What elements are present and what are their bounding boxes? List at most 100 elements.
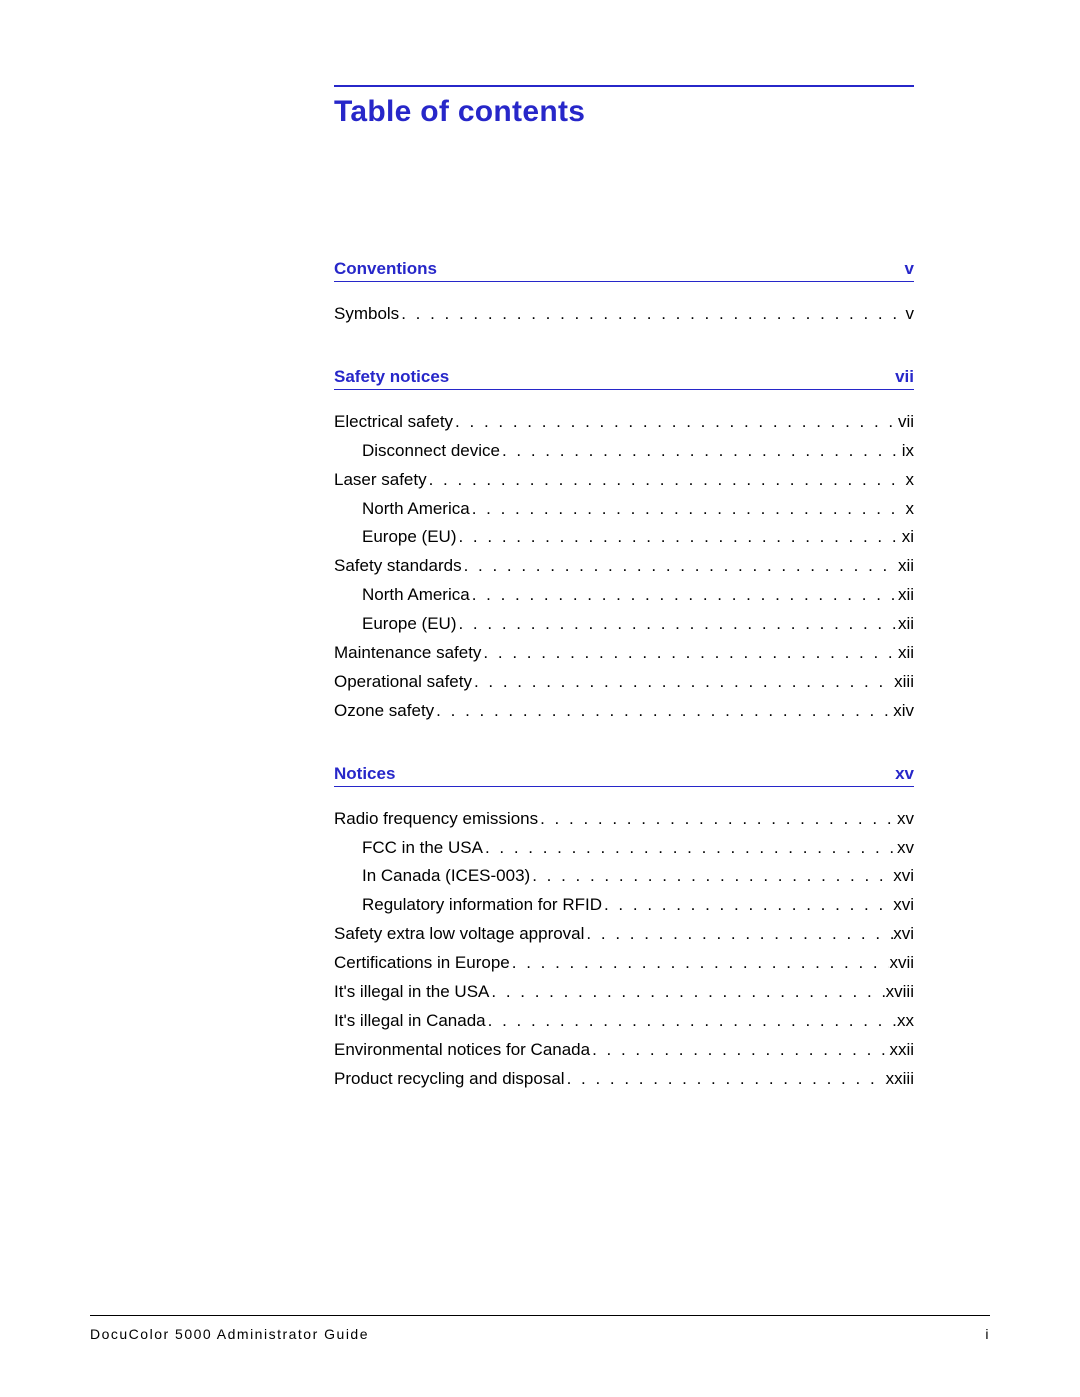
- toc-leader-dots: [602, 891, 893, 920]
- toc-entry-page: xxiii: [886, 1065, 914, 1094]
- toc-entry[interactable]: Certifications in Europe xvii: [334, 949, 914, 978]
- toc-entry-page: xii: [898, 552, 914, 581]
- toc-entry-page: x: [906, 495, 915, 524]
- toc-leader-dots: [590, 1036, 889, 1065]
- toc-leader-dots: [530, 862, 893, 891]
- toc-entry-page: xxii: [889, 1036, 914, 1065]
- toc-entry-page: xii: [898, 581, 914, 610]
- toc-entry-label: In Canada (ICES-003): [362, 862, 530, 891]
- toc-leader-dots: [470, 495, 906, 524]
- toc-entry[interactable]: Europe (EU)xi: [334, 523, 914, 552]
- toc-section-header[interactable]: Safety noticesvii: [334, 367, 914, 390]
- toc-leader-dots: [456, 523, 901, 552]
- toc-entry-label: Laser safety: [334, 466, 427, 495]
- toc-entry[interactable]: North America x: [334, 495, 914, 524]
- page-footer: DocuColor 5000 Administrator Guide i: [90, 1315, 990, 1342]
- toc-sections: ConventionsvSymbolsvSafety noticesviiEle…: [334, 259, 914, 1094]
- toc-entry[interactable]: Europe (EU) xii: [334, 610, 914, 639]
- title-rule: [334, 85, 914, 87]
- toc-entry[interactable]: Safety extra low voltage approval xvi: [334, 920, 914, 949]
- footer-row: DocuColor 5000 Administrator Guide i: [90, 1326, 990, 1342]
- toc-leader-dots: [500, 437, 902, 466]
- toc-entry-page: xv: [897, 834, 914, 863]
- toc-entry-page: xviii: [886, 978, 914, 1007]
- toc-section-page: vii: [895, 367, 914, 387]
- toc-entry-label: Safety extra low voltage approval: [334, 920, 584, 949]
- toc-entry-page: ix: [902, 437, 914, 466]
- toc-entry[interactable]: Radio frequency emissions xv: [334, 805, 914, 834]
- toc-entry[interactable]: Ozone safety xiv: [334, 697, 914, 726]
- toc-entry-label: Radio frequency emissions: [334, 805, 538, 834]
- toc-entry[interactable]: North Americaxii: [334, 581, 914, 610]
- toc-entry-page: xvi: [893, 920, 914, 949]
- toc-section-header[interactable]: Conventionsv: [334, 259, 914, 282]
- toc-leader-dots: [456, 610, 897, 639]
- footer-rule: [90, 1315, 990, 1316]
- toc-entry-page: xv: [897, 805, 914, 834]
- toc-entry-page: xvii: [889, 949, 914, 978]
- toc-entry-label: Electrical safety: [334, 408, 453, 437]
- toc-entry-page: xiii: [894, 668, 914, 697]
- toc-section-header[interactable]: Notices xv: [334, 764, 914, 787]
- toc-entry[interactable]: Maintenance safety xii: [334, 639, 914, 668]
- toc-entry[interactable]: Laser safety x: [334, 466, 914, 495]
- toc-leader-dots: [470, 581, 898, 610]
- toc-entry[interactable]: In Canada (ICES-003) xvi: [334, 862, 914, 891]
- toc-entry-page: vii: [898, 408, 914, 437]
- toc-entry-label: Europe (EU): [362, 610, 456, 639]
- toc-leader-dots: [538, 805, 897, 834]
- toc-leader-dots: [472, 668, 894, 697]
- toc-entry-label: Maintenance safety: [334, 639, 481, 668]
- toc-leader-dots: [481, 639, 898, 668]
- footer-left: DocuColor 5000 Administrator Guide: [90, 1326, 369, 1342]
- toc-entry[interactable]: Electrical safety vii: [334, 408, 914, 437]
- toc-section: Safety noticesviiElectrical safetyviiDis…: [334, 367, 914, 726]
- toc-leader-dots: [489, 978, 885, 1007]
- toc-entry-label: Regulatory information for RFID: [362, 891, 602, 920]
- toc-entry-page: xi: [902, 523, 914, 552]
- toc-section-title: Notices: [334, 764, 395, 784]
- toc-entry[interactable]: Environmental notices for Canada xxii: [334, 1036, 914, 1065]
- toc-entry-label: Product recycling and disposal: [334, 1065, 565, 1094]
- toc-entry[interactable]: Symbolsv: [334, 300, 914, 329]
- toc-entry-label: Safety standards: [334, 552, 462, 581]
- toc-entry-label: It's illegal in the USA: [334, 978, 489, 1007]
- toc-entry-page: xii: [898, 639, 914, 668]
- toc-section-page: xv: [895, 764, 914, 784]
- toc-entry-page: xii: [898, 610, 914, 639]
- toc-section-title: Conventions: [334, 259, 437, 279]
- toc-leader-dots: [483, 834, 897, 863]
- toc-entry-label: Environmental notices for Canada: [334, 1036, 590, 1065]
- page: Table of contents ConventionsvSymbolsvSa…: [0, 0, 1080, 1397]
- toc-entry[interactable]: Safety standards xii: [334, 552, 914, 581]
- toc-entry-label: Certifications in Europe: [334, 949, 510, 978]
- toc-leader-dots: [434, 697, 893, 726]
- toc-entry[interactable]: Operational safety xiii: [334, 668, 914, 697]
- toc-leader-dots: [584, 920, 893, 949]
- toc-entry-label: Disconnect device: [362, 437, 500, 466]
- toc-entry[interactable]: Product recycling and disposal xxiii: [334, 1065, 914, 1094]
- toc-entry-page: x: [906, 466, 915, 495]
- toc-leader-dots: [510, 949, 890, 978]
- toc-entry[interactable]: Regulatory information for RFIDxvi: [334, 891, 914, 920]
- toc-entry-page: v: [906, 300, 915, 329]
- toc-entry-page: xiv: [893, 697, 914, 726]
- page-title: Table of contents: [334, 95, 914, 129]
- toc-leader-dots: [427, 466, 906, 495]
- toc-entry-label: Operational safety: [334, 668, 472, 697]
- footer-right: i: [985, 1326, 990, 1342]
- toc-entry-page: xvi: [893, 862, 914, 891]
- toc-entry-label: It's illegal in Canada: [334, 1007, 486, 1036]
- toc-entry[interactable]: It's illegal in the USA xviii: [334, 978, 914, 1007]
- toc-section: ConventionsvSymbolsv: [334, 259, 914, 329]
- toc-entry-label: North America: [362, 495, 470, 524]
- toc-leader-dots: [399, 300, 905, 329]
- toc-leader-dots: [565, 1065, 886, 1094]
- toc-entry-label: Ozone safety: [334, 697, 434, 726]
- toc-section: NoticesxvRadio frequency emissionsxvFCC …: [334, 764, 914, 1094]
- toc-entry[interactable]: It's illegal in Canada xx: [334, 1007, 914, 1036]
- toc-leader-dots: [453, 408, 898, 437]
- toc-entry-page: xx: [897, 1007, 914, 1036]
- toc-entry[interactable]: FCC in the USAxv: [334, 834, 914, 863]
- toc-entry[interactable]: Disconnect device ix: [334, 437, 914, 466]
